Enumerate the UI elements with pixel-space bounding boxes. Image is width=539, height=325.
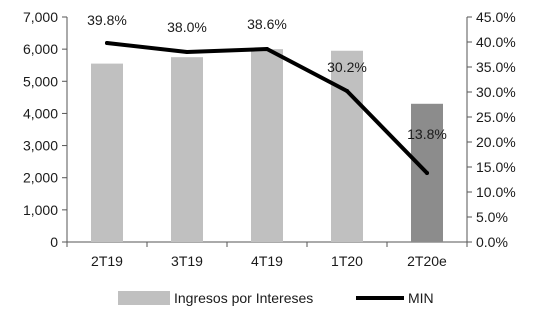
line-series	[105, 41, 429, 175]
line-point	[425, 171, 429, 175]
bar	[251, 49, 283, 243]
y-left-tick-label: 4,000	[23, 105, 58, 121]
x-tick-label: 2T19	[91, 253, 123, 269]
legend-label-bars: Ingresos por Intereses	[174, 290, 313, 306]
y-right-tick-label: 40.0%	[476, 34, 516, 50]
y-right-tick-label: 35.0%	[476, 59, 516, 75]
data-label: 39.8%	[87, 12, 127, 28]
y-right-tick-label: 5.0%	[476, 209, 508, 225]
y-left-tick-label: 2,000	[23, 170, 58, 186]
data-label: 13.8%	[407, 126, 447, 142]
bar-series	[91, 49, 443, 243]
y-left-tick-label: 1,000	[23, 202, 58, 218]
y-right-tick-label: 45.0%	[476, 9, 516, 25]
y-left-tick-label: 6,000	[23, 41, 58, 57]
y-right-tick-label: 20.0%	[476, 134, 516, 150]
y-right-tick-label: 10.0%	[476, 184, 516, 200]
line-point	[265, 47, 269, 51]
line-point	[345, 89, 349, 93]
axes: 0 1,000 2,000 3,000 4,000 5,000 6,000 7,000 0.0%…	[23, 9, 516, 269]
data-labels: 39.8% 38.0% 38.6% 30.2% 13.8%	[87, 12, 447, 142]
data-label: 30.2%	[327, 59, 367, 75]
data-label: 38.0%	[167, 19, 207, 35]
bar	[171, 57, 203, 242]
y-right-tick-label: 25.0%	[476, 109, 516, 125]
legend-label-line: MIN	[408, 290, 434, 306]
data-label: 38.6%	[247, 16, 287, 32]
y-right-tick-label: 15.0%	[476, 159, 516, 175]
y-left-tick-label: 5,000	[23, 73, 58, 89]
x-tick-label: 2T20e	[407, 253, 447, 269]
bar	[331, 50, 363, 242]
bar	[91, 63, 123, 242]
line-point	[185, 50, 189, 54]
x-tick-label: 1T20	[331, 253, 363, 269]
y-right-tick-label: 30.0%	[476, 84, 516, 100]
y-left-tick-label: 0	[50, 234, 58, 250]
line-point	[105, 41, 109, 45]
y-left-tick-label: 3,000	[23, 138, 58, 154]
legend-swatch-bars	[118, 291, 170, 305]
y-right-tick-label: 0.0%	[476, 234, 508, 250]
x-tick-label: 4T19	[251, 253, 283, 269]
y-left-tick-label: 7,000	[23, 9, 58, 25]
legend: Ingresos por Intereses MIN	[118, 290, 434, 306]
x-tick-label: 3T19	[171, 253, 203, 269]
